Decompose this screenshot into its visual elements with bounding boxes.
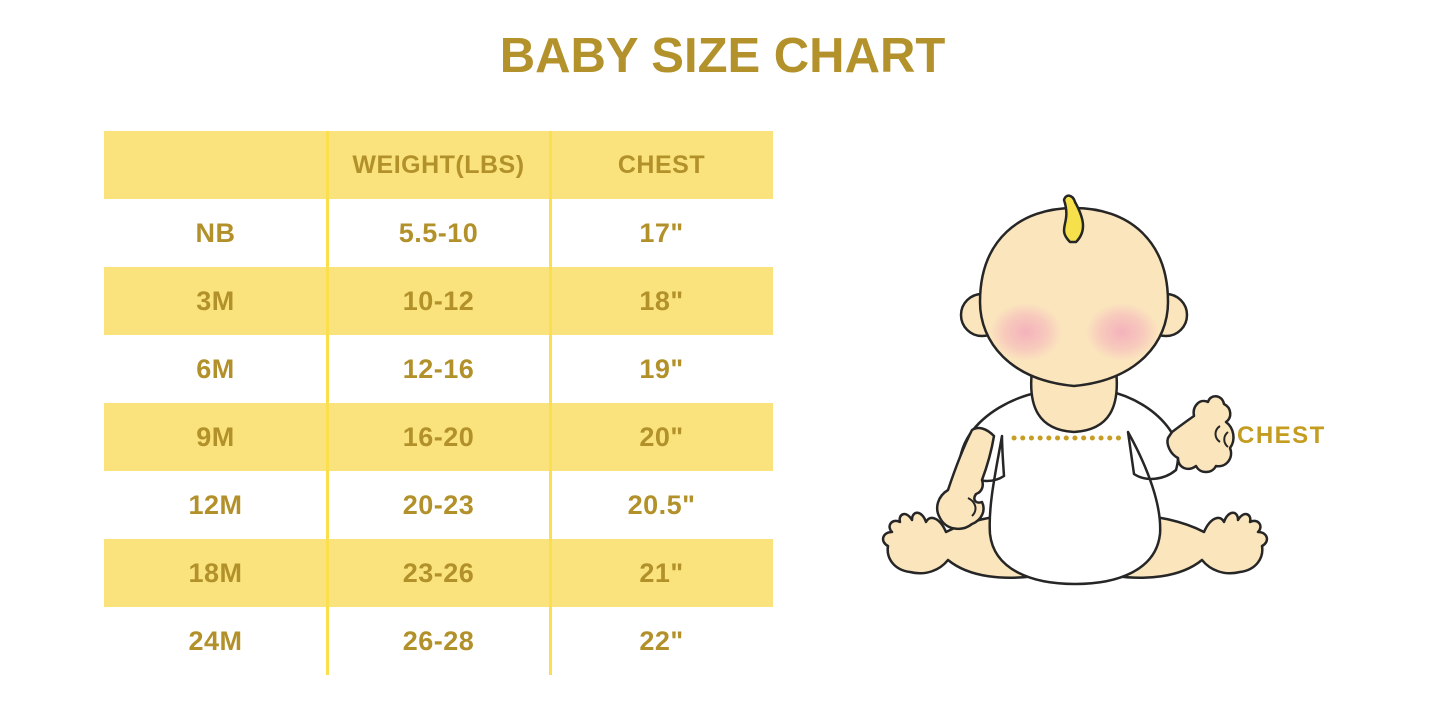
baby-illustration (880, 180, 1360, 620)
cell-weight: 16-20 (402, 421, 475, 452)
cell-weight: 10-12 (402, 285, 475, 316)
cell-size: 12M (188, 489, 243, 520)
size-table: WEIGHT(LBS) CHEST NB 5.5-10 17" 3M 10-12… (104, 131, 773, 675)
header-cell-chest: CHEST (617, 150, 706, 179)
baby-right-fist-lines (1214, 425, 1229, 448)
table-row: 3M 10-12 18" (104, 267, 773, 335)
baby-svg (881, 194, 1269, 586)
table-row: 24M 26-28 22" (104, 607, 773, 675)
baby-right-blush (1086, 303, 1158, 361)
column-divider (549, 131, 552, 675)
cell-chest: 18" (639, 285, 684, 316)
cell-chest: 20" (639, 421, 684, 452)
table-row: 12M 20-23 20.5" (104, 471, 773, 539)
baby-left-hand-curl (967, 497, 977, 517)
cell-weight: 20-23 (402, 489, 475, 520)
cell-weight: 23-26 (402, 557, 475, 588)
table-row: 9M 16-20 20" (104, 403, 773, 471)
cell-chest: 19" (639, 353, 684, 384)
header-cell-weight: WEIGHT(LBS) (352, 150, 525, 179)
chest-label: CHEST (1237, 422, 1326, 449)
page-title: BABY SIZE CHART (499, 29, 946, 83)
baby-hair-curl (1062, 194, 1085, 244)
cell-size: 9M (196, 421, 235, 452)
cell-size: 18M (188, 557, 243, 588)
cell-weight: 12-16 (402, 353, 475, 384)
table-row: NB 5.5-10 17" (104, 199, 773, 267)
cell-size: 24M (188, 625, 243, 656)
cell-size: 6M (196, 353, 235, 384)
table-row: 6M 12-16 19" (104, 335, 773, 403)
cell-size: NB (195, 217, 236, 248)
cell-weight: 5.5-10 (398, 217, 479, 248)
table-row: 18M 23-26 21" (104, 539, 773, 607)
cell-chest: 22" (639, 625, 684, 656)
cell-size: 3M (196, 285, 235, 316)
baby-left-blush (990, 303, 1062, 361)
cell-chest: 21" (639, 557, 684, 588)
baby-left-arm (936, 426, 996, 531)
column-divider (326, 131, 329, 675)
baby-right-arm (1166, 395, 1235, 474)
cell-chest: 20.5" (627, 489, 696, 520)
header-cell-size (104, 131, 327, 199)
table-header-row: WEIGHT(LBS) CHEST (104, 131, 773, 199)
cell-weight: 26-28 (402, 625, 475, 656)
cell-chest: 17" (639, 217, 684, 248)
